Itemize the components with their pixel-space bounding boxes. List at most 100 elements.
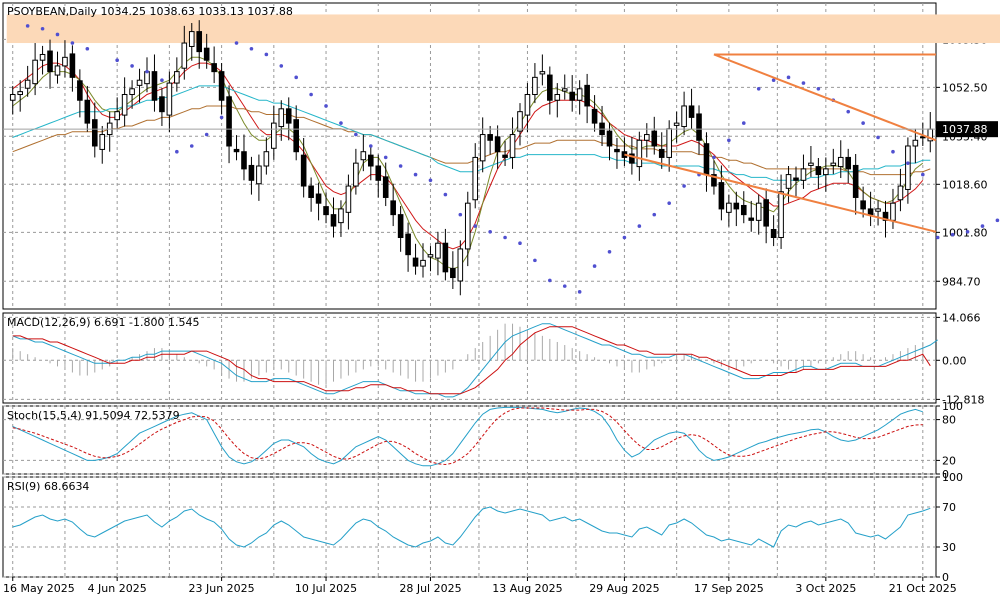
candle-bull [144,71,150,85]
candle-bear [748,217,755,221]
candle-bear [77,80,83,101]
candle-bull [181,42,188,69]
candle-bull [644,134,650,141]
psar-dot [428,178,433,183]
candle-bull [576,88,583,101]
psar-dot [279,64,284,68]
candle-bull [837,156,844,168]
candle-bear [69,53,76,78]
psar-dot [130,64,134,68]
y-tick-label: 100 [942,400,963,413]
candle-bear [248,164,255,181]
candle-bull [99,134,106,150]
ma-cyan-line [12,85,931,181]
psar-dot [339,121,343,125]
candle-bear [84,99,91,124]
stoch-k-line [12,406,923,467]
candle-bull [271,122,277,149]
psar-dot [458,212,463,217]
candle-bull [174,71,180,84]
candle-bull [353,162,359,187]
y-tick-label: 0 [942,468,949,481]
candle-bull [800,168,807,181]
psar-dot [801,81,806,85]
psar-dot [786,75,791,80]
price-pane-title: PSOYBEAN,Daily 1034.25 1038.63 1033.13 1… [7,5,293,18]
psar-dot [548,278,552,283]
candle-bull [905,145,911,190]
psar-dot [562,284,567,288]
pane-frame-3 [2,476,937,578]
candle-bull [464,202,471,250]
psar-dot [145,69,149,74]
candle-bear [375,165,382,181]
psar-dot [294,75,298,80]
candle-bull [54,65,61,76]
x-tick-label: 3 Oct 2025 [795,582,856,595]
psar-dot [85,46,90,51]
psar-dot [383,155,388,160]
psar-dot [816,86,821,91]
trendline-1 [713,53,937,142]
psar-dot [324,104,328,108]
candle-bear [487,134,493,141]
candle-bear [151,71,158,101]
candle-bull [188,31,195,47]
psar-dot [965,229,970,234]
macd-pane-title: MACD(12,26,9) 6.691 -1.800 1.545 [7,316,199,329]
candle-bear [569,91,576,101]
psar-dot [115,58,119,62]
psar-dot [25,24,30,28]
psar-dot [204,132,209,137]
candle-bear [211,63,217,73]
psar-dot [980,224,985,228]
candle-bear [614,148,620,153]
psar-dot [160,78,164,83]
candle-bear [293,119,299,153]
candle-bull [554,94,561,101]
candle-bear [740,204,747,216]
psar-dot [861,121,865,125]
candle-bull [823,168,829,176]
psar-dot [846,109,851,114]
psar-dot [741,121,746,125]
psar-dot [667,201,671,205]
macd-signal-line [12,326,931,395]
candle-bear [584,84,590,107]
candle-bull [9,94,16,101]
candle-bear [412,257,419,267]
y-tick-label: 1018.60 [942,178,988,191]
candle-bear [91,119,98,147]
candle-bull [121,94,128,116]
candle-bear [47,50,53,73]
psar-dot [950,232,955,237]
psar-dot [577,290,582,294]
candle-bear [308,185,314,198]
y-tick-label: 100 [942,471,963,484]
psar-dot [592,264,597,268]
x-tick-label: 29 Aug 2025 [589,582,659,595]
candle-bull [114,111,120,121]
rsi-pane-title: RSI(9) 68.6634 [7,480,89,493]
candle-bear [770,228,777,239]
candle-bull [17,91,23,96]
psar-dot [473,224,478,228]
ma-slow-line [12,105,931,176]
y-tick-label: 70 [942,501,956,514]
candle-bear [502,154,508,158]
candle-bear [703,143,710,176]
candle-bull [830,162,837,166]
psar-dot [503,235,507,240]
y-tick-label: 80 [942,414,956,427]
stoch-pane-title: Stoch(15,5,4) 91.5094 72.5379 [7,409,180,422]
y-tick-label: 1052.50 [942,81,988,94]
psar-dot [413,172,418,177]
x-tick-label: 10 Jul 2025 [295,582,357,595]
candle-bull [479,134,486,162]
candle-bull [778,191,784,239]
candle-bear [390,200,396,216]
candle-bull [726,202,732,213]
candle-bull [62,56,68,67]
psar-dot [518,241,522,246]
